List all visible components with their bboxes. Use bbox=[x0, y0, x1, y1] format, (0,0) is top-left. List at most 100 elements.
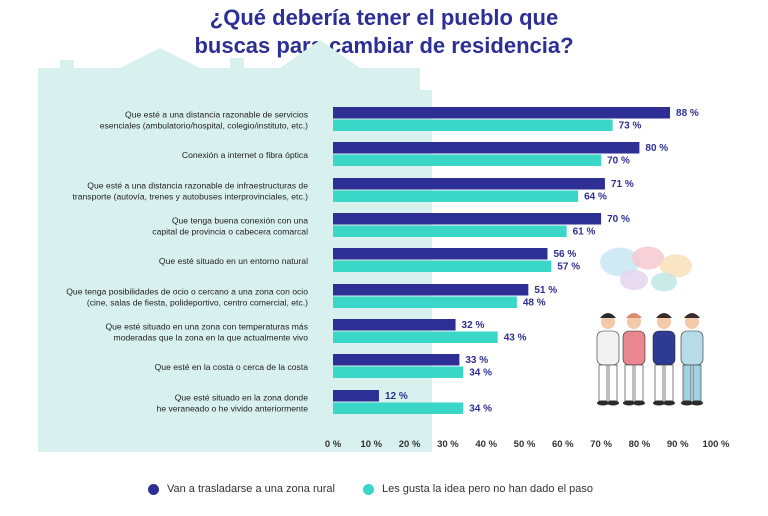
person-head bbox=[627, 315, 641, 329]
bar-idea bbox=[333, 260, 552, 272]
bar-idea bbox=[333, 296, 517, 308]
value-label-rural: 70 % bbox=[607, 214, 630, 225]
category-label: Que esté en la costa o cerca de la costa bbox=[155, 362, 309, 372]
person-hair bbox=[600, 313, 616, 318]
category-label: Conexión a internet o fibra óptica bbox=[182, 150, 308, 160]
category-label: Que esté a una distancia razonable de se… bbox=[125, 110, 308, 120]
person-torso bbox=[652, 330, 676, 366]
legend-item-rural: Van a trasladarse a una zona rural bbox=[148, 483, 335, 495]
category-label: Que esté a una distancia razonable de in… bbox=[87, 181, 308, 191]
speech-bubble bbox=[660, 254, 692, 278]
value-label-idea: 48 % bbox=[523, 298, 546, 309]
value-label-idea: 57 % bbox=[557, 262, 580, 273]
x-tick-label: 30 % bbox=[437, 439, 459, 450]
value-label-idea: 64 % bbox=[584, 192, 607, 203]
speech-bubble bbox=[632, 246, 664, 270]
person-hair bbox=[684, 313, 700, 318]
bar-rural bbox=[333, 319, 456, 331]
legend-label-idea: Les gusta la idea pero no han dado el pa… bbox=[382, 483, 593, 495]
category-label: moderadas que la zona en la que actualme… bbox=[114, 333, 309, 343]
bar-idea bbox=[333, 331, 498, 343]
person-head bbox=[685, 315, 699, 329]
x-tick-label: 20 % bbox=[399, 439, 421, 450]
person-leg-right bbox=[608, 364, 618, 402]
legend-label-rural: Van a trasladarse a una zona rural bbox=[167, 483, 335, 495]
bar-rural bbox=[333, 284, 529, 296]
value-label-rural: 80 % bbox=[645, 143, 668, 154]
person-leg-left bbox=[624, 364, 634, 402]
x-tick-label: 60 % bbox=[552, 439, 574, 450]
value-label-rural: 71 % bbox=[611, 179, 634, 190]
speech-bubble bbox=[620, 269, 648, 291]
value-label-rural: 51 % bbox=[534, 285, 557, 296]
bar-rural bbox=[333, 248, 548, 260]
person-torso bbox=[680, 330, 704, 366]
person-leg-left bbox=[598, 364, 608, 402]
person-shoe bbox=[653, 400, 665, 406]
chart-title: ¿Qué debería tener el pueblo que buscas … bbox=[0, 4, 768, 60]
value-label-rural: 88 % bbox=[676, 108, 699, 119]
bar-idea bbox=[333, 225, 567, 237]
bar-rural bbox=[333, 354, 460, 366]
person-shoe bbox=[663, 400, 675, 406]
value-label-idea: 43 % bbox=[504, 333, 527, 344]
person-leg-right bbox=[634, 364, 644, 402]
value-label-rural: 33 % bbox=[465, 355, 488, 366]
bar-rural bbox=[333, 178, 605, 190]
speech-bubble bbox=[600, 247, 640, 277]
bar-rural bbox=[333, 107, 671, 119]
value-label-rural: 32 % bbox=[462, 320, 485, 331]
x-tick-label: 80 % bbox=[629, 439, 651, 450]
category-label: he veraneado o he vivido anteriormente bbox=[157, 404, 309, 414]
person-head bbox=[657, 315, 671, 329]
person-leg-left bbox=[682, 364, 692, 402]
bar-rural bbox=[333, 142, 640, 154]
category-label: Que tenga posibilidades de ocio o cercan… bbox=[66, 287, 308, 297]
person-shoe bbox=[597, 400, 609, 406]
speech-bubble bbox=[651, 272, 677, 292]
chart-title-line-2: buscas para cambiar de residencia? bbox=[194, 33, 574, 58]
person-torso bbox=[596, 330, 620, 366]
value-label-idea: 70 % bbox=[607, 156, 630, 167]
x-tick-label: 0 % bbox=[325, 439, 342, 450]
category-label: transporte (autovía, trenes y autobuses … bbox=[73, 192, 309, 202]
x-tick-label: 50 % bbox=[514, 439, 536, 450]
person-shoe bbox=[633, 400, 645, 406]
bar-idea bbox=[333, 154, 602, 166]
person-head bbox=[601, 315, 615, 329]
value-label-idea: 34 % bbox=[469, 404, 492, 415]
category-label: Que esté situado en la zona donde bbox=[175, 393, 309, 403]
person-leg-right bbox=[664, 364, 674, 402]
bar-idea bbox=[333, 190, 579, 202]
person-shoe bbox=[607, 400, 619, 406]
value-label-rural: 12 % bbox=[385, 391, 408, 402]
category-label: (cine, salas de fiesta, polideportivo, c… bbox=[87, 298, 308, 308]
category-label: Que esté situado en un entorno natural bbox=[159, 256, 308, 266]
bar-idea bbox=[333, 366, 464, 378]
legend-item-idea: Les gusta la idea pero no han dado el pa… bbox=[363, 483, 593, 495]
bar-idea bbox=[333, 402, 464, 414]
person-hair bbox=[626, 313, 642, 318]
person-shoe bbox=[691, 400, 703, 406]
value-label-rural: 56 % bbox=[553, 249, 576, 260]
x-tick-label: 40 % bbox=[475, 439, 497, 450]
category-label: Que esté situado en una zona con tempera… bbox=[105, 322, 308, 332]
bar-idea bbox=[333, 119, 613, 131]
x-tick-label: 10 % bbox=[360, 439, 382, 450]
chart-title-line-1: ¿Qué debería tener el pueblo que bbox=[209, 5, 559, 30]
legend-swatch-idea bbox=[363, 483, 374, 495]
person-torso bbox=[622, 330, 646, 366]
person-leg-left bbox=[654, 364, 664, 402]
category-label: capital de provincia o cabecera comarcal bbox=[152, 227, 308, 237]
category-label: Que tenga buena conexión con una bbox=[172, 216, 308, 226]
legend-swatch-rural bbox=[148, 483, 159, 495]
value-label-idea: 73 % bbox=[619, 121, 642, 132]
value-label-idea: 34 % bbox=[469, 368, 492, 379]
person-hair bbox=[656, 313, 672, 318]
bar-rural bbox=[333, 213, 602, 225]
category-label: esenciales (ambulatorio/hospital, colegi… bbox=[100, 121, 308, 131]
person-leg-right bbox=[692, 364, 702, 402]
person-shoe bbox=[681, 400, 693, 406]
bar-rural bbox=[333, 390, 379, 402]
